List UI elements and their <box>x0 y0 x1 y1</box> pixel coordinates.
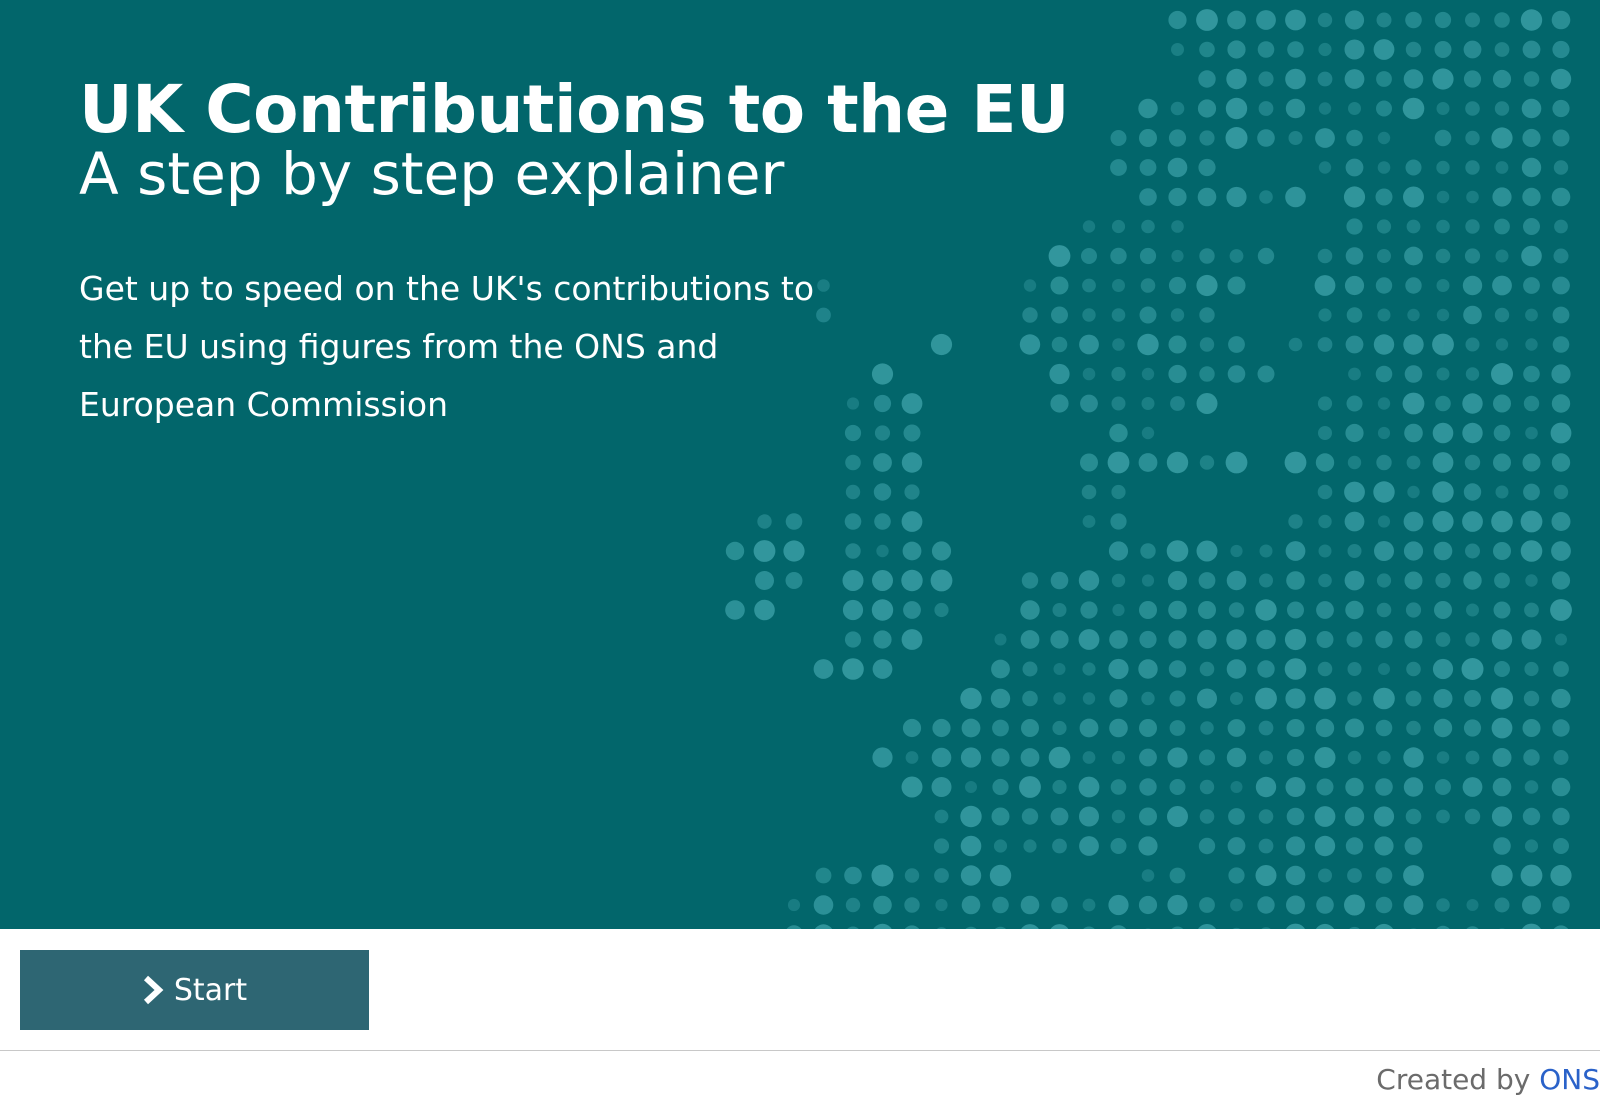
start-button[interactable]: Start <box>20 950 369 1030</box>
credit-prefix: Created by <box>1376 1063 1531 1096</box>
ons-link[interactable]: ONS <box>1539 1063 1600 1096</box>
footer-divider <box>0 1050 1600 1051</box>
page-subtitle: A step by step explainer <box>79 140 785 208</box>
footer-credit: Created by ONS <box>1376 1062 1600 1098</box>
hero-banner: UK Contributions to the EU A step by ste… <box>0 0 1600 929</box>
chevron-right-icon <box>143 975 164 1005</box>
page-title: UK Contributions to the EU <box>79 71 1070 148</box>
europe-dot-map-icon <box>725 9 1572 929</box>
start-button-label: Start <box>173 972 248 1008</box>
intro-text: Get up to speed on the UK's contribution… <box>79 269 815 424</box>
